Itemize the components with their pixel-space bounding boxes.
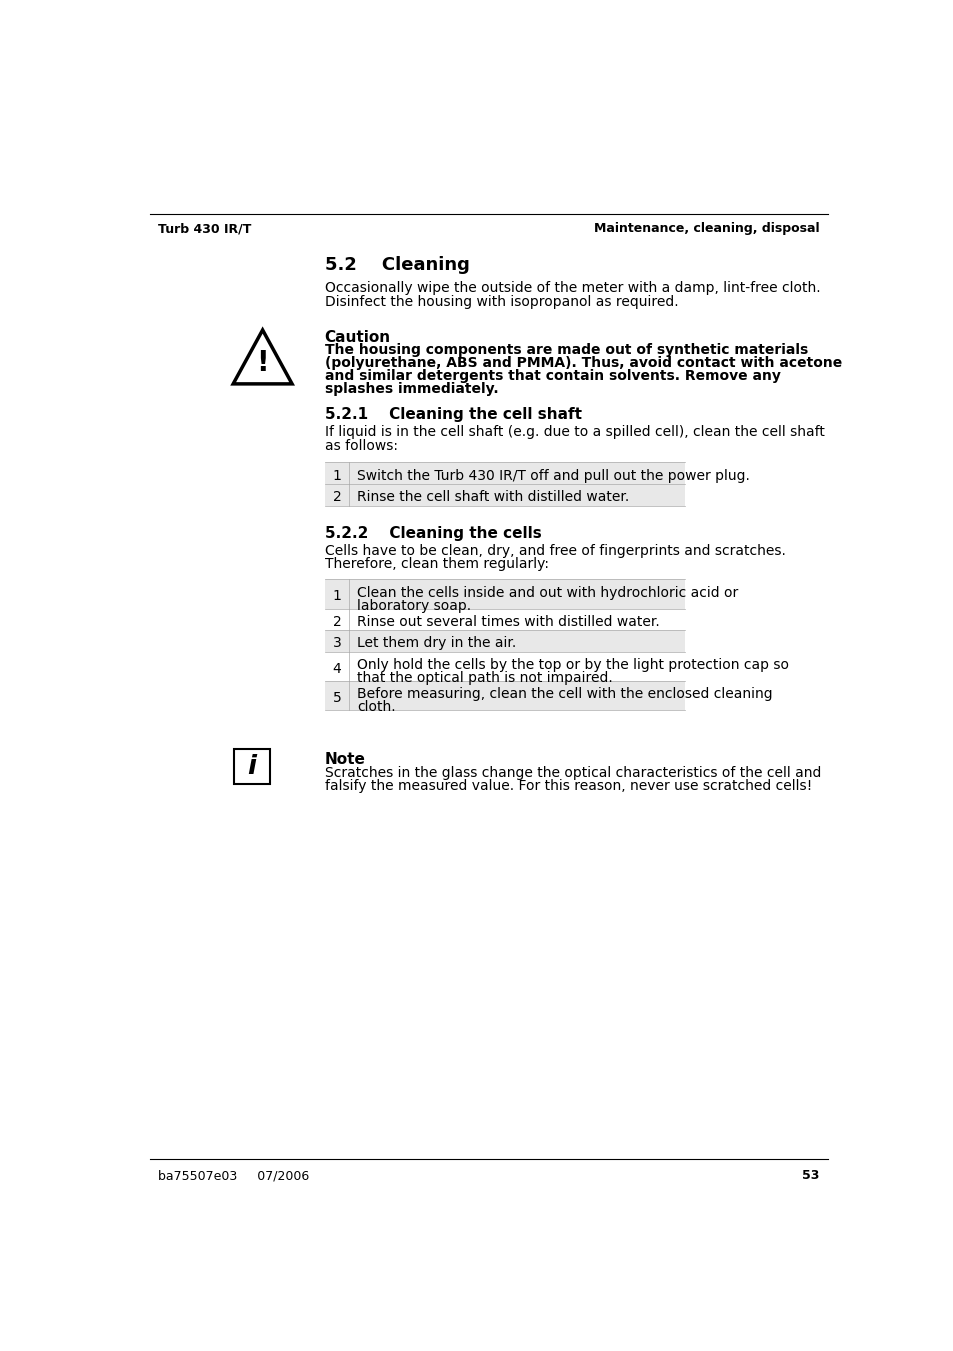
- Text: Only hold the cells by the top or by the light protection cap so: Only hold the cells by the top or by the…: [356, 658, 788, 671]
- Text: 5.2.2    Cleaning the cells: 5.2.2 Cleaning the cells: [324, 526, 540, 540]
- FancyBboxPatch shape: [324, 484, 684, 505]
- Text: 1: 1: [333, 589, 341, 604]
- Text: laboratory soap.: laboratory soap.: [356, 598, 471, 613]
- FancyBboxPatch shape: [233, 748, 270, 785]
- Text: cloth.: cloth.: [356, 700, 395, 715]
- Text: 5.2    Cleaning: 5.2 Cleaning: [324, 257, 469, 274]
- Text: The housing components are made out of synthetic materials: The housing components are made out of s…: [324, 343, 807, 357]
- Text: Therefore, clean them regularly:: Therefore, clean them regularly:: [324, 557, 548, 571]
- Text: Switch the Turb 430 IR/T off and pull out the power plug.: Switch the Turb 430 IR/T off and pull ou…: [356, 469, 749, 482]
- Text: splashes immediately.: splashes immediately.: [324, 382, 497, 396]
- FancyBboxPatch shape: [324, 462, 684, 484]
- Text: 2: 2: [333, 490, 341, 504]
- Text: i: i: [247, 754, 256, 781]
- Text: Before measuring, clean the cell with the enclosed cleaning: Before measuring, clean the cell with th…: [356, 688, 772, 701]
- Text: Maintenance, cleaning, disposal: Maintenance, cleaning, disposal: [594, 222, 819, 235]
- Text: and similar detergents that contain solvents. Remove any: and similar detergents that contain solv…: [324, 369, 780, 384]
- Text: If liquid is in the cell shaft (e.g. due to a spilled cell), clean the cell shaf: If liquid is in the cell shaft (e.g. due…: [324, 426, 823, 439]
- Text: 2: 2: [333, 615, 341, 628]
- FancyBboxPatch shape: [324, 631, 684, 651]
- Text: Turb 430 IR/T: Turb 430 IR/T: [158, 222, 251, 235]
- FancyBboxPatch shape: [324, 580, 684, 609]
- Text: 53: 53: [801, 1169, 819, 1182]
- Text: (polyurethane, ABS and PMMA). Thus, avoid contact with acetone: (polyurethane, ABS and PMMA). Thus, avoi…: [324, 357, 841, 370]
- Text: !: !: [256, 349, 269, 377]
- Text: Clean the cells inside and out with hydrochloric acid or: Clean the cells inside and out with hydr…: [356, 585, 738, 600]
- Text: Cells have to be clean, dry, and free of fingerprints and scratches.: Cells have to be clean, dry, and free of…: [324, 544, 784, 558]
- Text: that the optical path is not impaired.: that the optical path is not impaired.: [356, 671, 612, 685]
- Text: ba75507e03     07/2006: ba75507e03 07/2006: [158, 1169, 309, 1182]
- Text: Let them dry in the air.: Let them dry in the air.: [356, 636, 516, 650]
- Text: Disinfect the housing with isopropanol as required.: Disinfect the housing with isopropanol a…: [324, 295, 678, 308]
- Text: falsify the measured value. For this reason, never use scratched cells!: falsify the measured value. For this rea…: [324, 780, 811, 793]
- Text: 1: 1: [333, 469, 341, 482]
- Text: Scratches in the glass change the optical characteristics of the cell and: Scratches in the glass change the optica…: [324, 766, 821, 780]
- Text: Occasionally wipe the outside of the meter with a damp, lint-free cloth.: Occasionally wipe the outside of the met…: [324, 281, 820, 296]
- Text: as follows:: as follows:: [324, 439, 397, 453]
- Text: Caution: Caution: [324, 330, 391, 345]
- Text: 5.2.1    Cleaning the cell shaft: 5.2.1 Cleaning the cell shaft: [324, 407, 581, 422]
- Text: 4: 4: [333, 662, 341, 676]
- Text: Note: Note: [324, 753, 365, 767]
- Text: Rinse out several times with distilled water.: Rinse out several times with distilled w…: [356, 615, 659, 628]
- Text: Rinse the cell shaft with distilled water.: Rinse the cell shaft with distilled wate…: [356, 490, 629, 504]
- Text: 5: 5: [333, 692, 341, 705]
- Text: 3: 3: [333, 636, 341, 650]
- FancyBboxPatch shape: [324, 681, 684, 711]
